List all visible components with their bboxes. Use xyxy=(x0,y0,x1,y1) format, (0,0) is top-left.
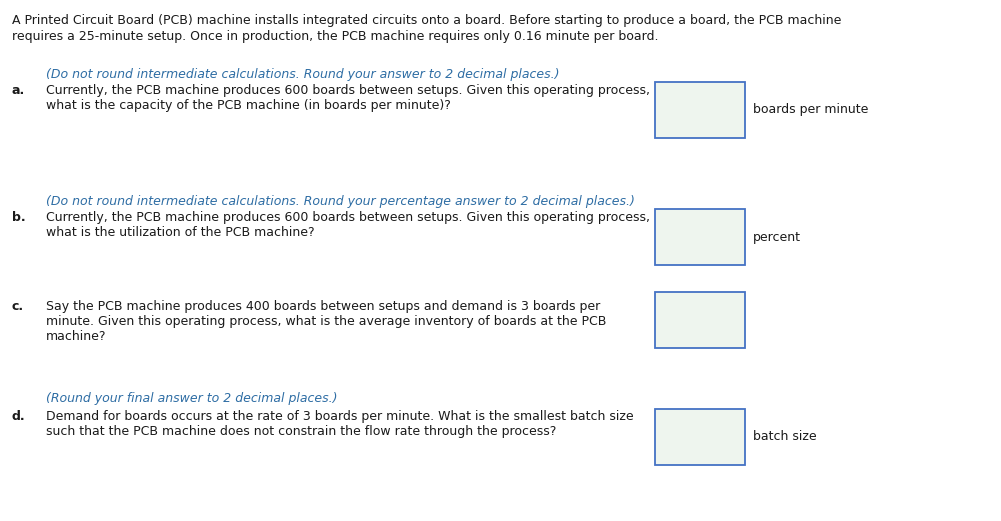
Text: requires a 25-minute setup. Once in production, the PCB machine requires only 0.: requires a 25-minute setup. Once in prod… xyxy=(12,30,659,43)
Text: what is the capacity of the PCB machine (in boards per minute)?: what is the capacity of the PCB machine … xyxy=(46,99,450,112)
Bar xyxy=(655,292,745,348)
Text: percent: percent xyxy=(753,230,801,243)
Text: Say the PCB machine produces 400 boards between setups and demand is 3 boards pe: Say the PCB machine produces 400 boards … xyxy=(46,300,601,313)
Text: A Printed Circuit Board (PCB) machine installs integrated circuits onto a board.: A Printed Circuit Board (PCB) machine in… xyxy=(12,14,842,27)
Text: b.: b. xyxy=(12,211,26,224)
Text: such that the PCB machine does not constrain the flow rate through the process?: such that the PCB machine does not const… xyxy=(46,425,557,438)
Text: (Round your final answer to 2 decimal places.): (Round your final answer to 2 decimal pl… xyxy=(46,392,337,405)
Text: Currently, the PCB machine produces 600 boards between setups. Given this operat: Currently, the PCB machine produces 600 … xyxy=(46,84,650,97)
Text: Demand for boards occurs at the rate of 3 boards per minute. What is the smalles: Demand for boards occurs at the rate of … xyxy=(46,410,634,423)
Text: d.: d. xyxy=(12,410,26,423)
Bar xyxy=(655,209,745,265)
Bar xyxy=(655,409,745,465)
Text: batch size: batch size xyxy=(753,430,817,443)
Text: c.: c. xyxy=(12,300,24,313)
Text: a.: a. xyxy=(12,84,25,97)
Text: (Do not round intermediate calculations. Round your percentage answer to 2 decim: (Do not round intermediate calculations.… xyxy=(46,195,635,208)
Text: minute. Given this operating process, what is the average inventory of boards at: minute. Given this operating process, wh… xyxy=(46,315,607,328)
Text: Currently, the PCB machine produces 600 boards between setups. Given this operat: Currently, the PCB machine produces 600 … xyxy=(46,211,650,224)
Text: boards per minute: boards per minute xyxy=(753,104,869,117)
Text: what is the utilization of the PCB machine?: what is the utilization of the PCB machi… xyxy=(46,226,314,239)
Text: (Do not round intermediate calculations. Round your answer to 2 decimal places.): (Do not round intermediate calculations.… xyxy=(46,68,560,81)
Bar xyxy=(655,82,745,138)
Text: machine?: machine? xyxy=(46,330,106,343)
